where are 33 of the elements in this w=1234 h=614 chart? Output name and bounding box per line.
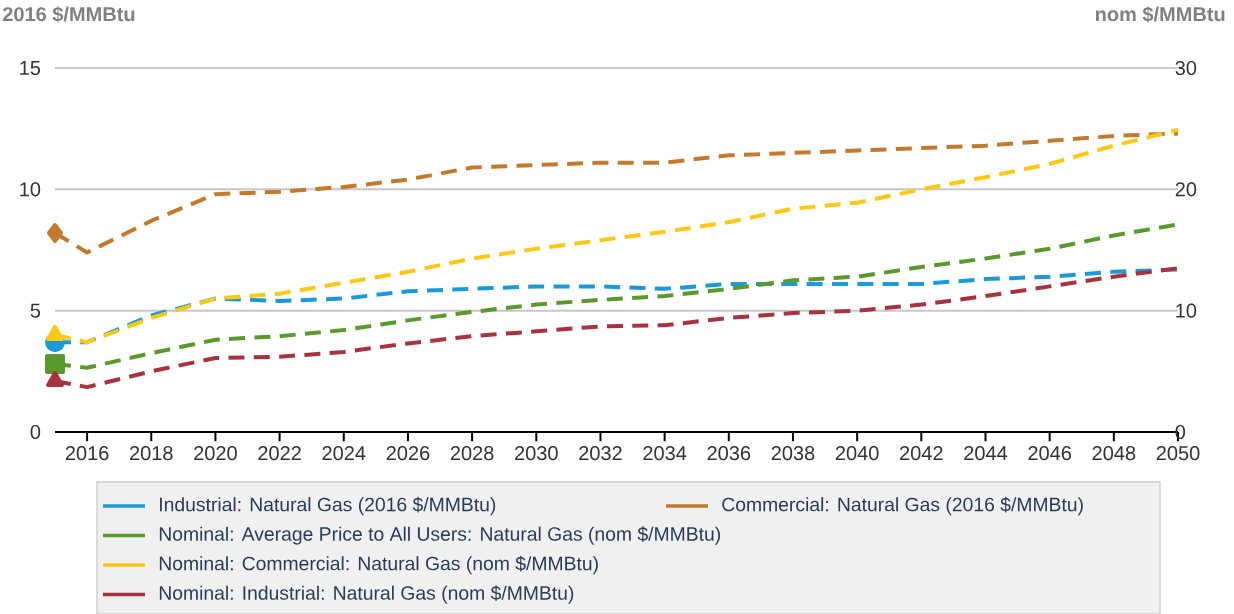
x-tick-label: 2020 — [194, 446, 237, 461]
x-tick-label: 2050 — [1156, 446, 1200, 461]
y-tick-label: 15 — [20, 61, 41, 75]
y-axis-title: 2016 $/MMBtu — [2, 6, 135, 23]
legend-label: Nominal: Commercial: Natural Gas (nom $/MMBtu) — [159, 555, 598, 575]
x-tick-label: 2028 — [450, 446, 494, 461]
x-tick-label: 2032 — [579, 446, 622, 461]
x-tick-label: 2034 — [643, 446, 687, 461]
x-tick-label: 2048 — [1092, 446, 1136, 461]
y-tick-label: 10 — [20, 182, 41, 197]
y2-tick-label: 0 — [1175, 424, 1186, 440]
x-tick-label: 2036 — [707, 446, 751, 461]
x-tick-label: 2022 — [258, 446, 301, 461]
y2-tick-label: 20 — [1175, 182, 1197, 197]
x-tick-label: 2044 — [964, 446, 1008, 461]
x-tick-label: 2042 — [900, 446, 943, 461]
y-tick-label: 5 — [30, 303, 41, 318]
x-tick-label: 2030 — [515, 446, 558, 461]
y2-tick-label: 30 — [1175, 60, 1197, 76]
x-tick-label: 2038 — [771, 446, 815, 461]
x-tick-label: 2016 — [65, 446, 109, 461]
y-tick-label: 0 — [30, 424, 41, 440]
x-tick-label: 2018 — [130, 446, 173, 461]
legend-label: Commercial: Natural Gas (2016 $/MMBtu) — [722, 496, 1083, 516]
x-tick-label: 2026 — [386, 446, 430, 461]
x-tick-label: 2024 — [322, 446, 366, 461]
legend-label: Nominal: Industrial: Natural Gas (nom $/MMBtu) — [159, 585, 574, 604]
y2-axis-title: nom $/MMBtu — [1095, 6, 1225, 23]
legend-label: Nominal: Average Price to All Users: Natural Gas (nom $/MMBtu) — [159, 526, 721, 545]
x-tick-label: 2046 — [1028, 446, 1072, 461]
y2-tick-label: 10 — [1176, 303, 1197, 318]
legend-label: Industrial: Natural Gas (2016 $/MMBtu) — [160, 496, 496, 516]
x-tick-label: 2040 — [835, 446, 879, 461]
